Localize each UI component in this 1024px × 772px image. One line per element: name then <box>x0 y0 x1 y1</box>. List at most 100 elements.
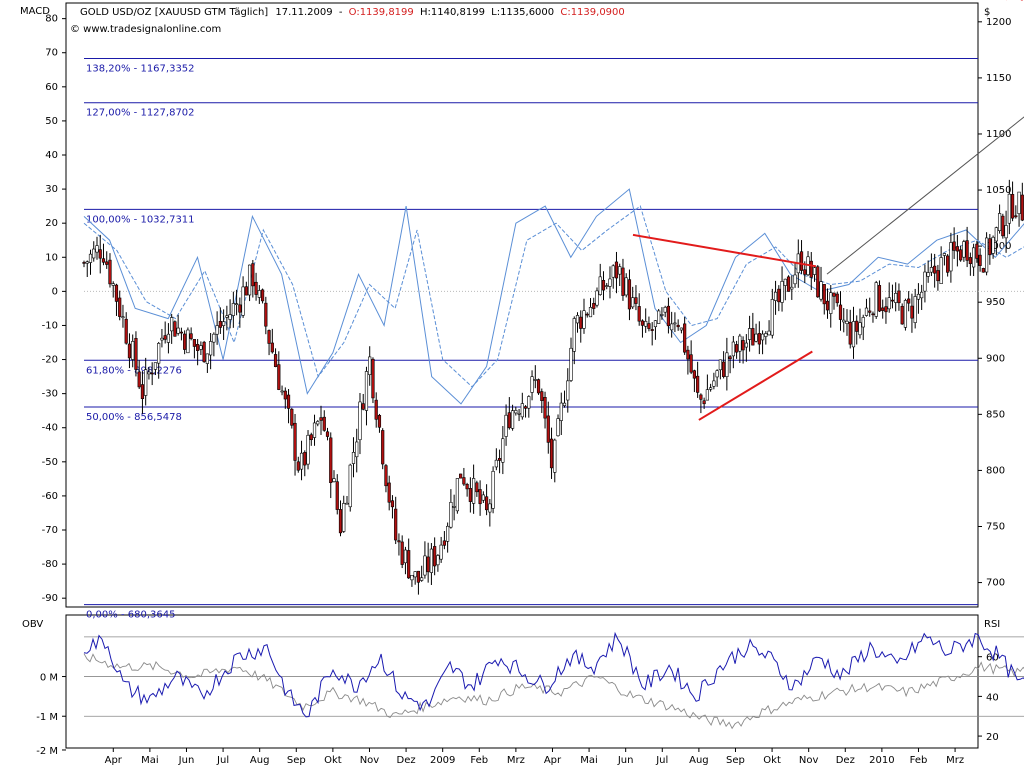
candle-body <box>436 555 440 566</box>
candle-body <box>579 316 583 329</box>
candle-body <box>403 549 408 564</box>
month-label: Feb <box>910 755 928 766</box>
candle-body <box>949 242 953 272</box>
candle-body <box>595 290 599 306</box>
lower-panel-frame <box>65 614 979 749</box>
candle-body <box>507 412 511 429</box>
candle-body <box>1001 215 1005 237</box>
candle-body <box>790 286 794 290</box>
candle-body <box>108 259 112 285</box>
candle-body <box>312 422 317 438</box>
candle-body <box>478 489 482 505</box>
macd-signal-line <box>83 205 1024 388</box>
candle-body <box>920 291 924 299</box>
projection-arrows <box>995 0 1024 2</box>
candle-body <box>394 508 398 541</box>
candle-body <box>88 253 93 263</box>
main-left-axis-title: MACD <box>20 6 50 17</box>
candle-body <box>358 401 362 441</box>
month-label: Aug <box>250 755 270 766</box>
candle-body <box>98 249 102 259</box>
candle-body <box>212 333 216 343</box>
candle-body <box>582 310 586 329</box>
trendline <box>698 350 813 421</box>
price-tick-label: 1000 <box>986 241 1011 252</box>
candle-body <box>988 238 992 256</box>
month-label: Mrz <box>946 755 964 766</box>
candle-body <box>773 291 778 301</box>
header-open: O:1139,8199 <box>349 7 414 18</box>
candle-body <box>368 356 372 375</box>
candle-body <box>157 343 161 364</box>
candle-body <box>196 344 200 351</box>
candle-body <box>569 347 573 381</box>
price-tick-label: 900 <box>986 353 1005 364</box>
candle-body <box>95 245 99 253</box>
candle-body <box>494 459 498 468</box>
candle-body <box>176 327 180 334</box>
candle-body <box>835 293 839 304</box>
candle-body <box>290 408 294 426</box>
candle-body <box>137 371 141 388</box>
obv-tick-label: -1 M <box>36 712 58 723</box>
candle-body <box>575 315 580 324</box>
candle-body <box>793 274 797 285</box>
candle-body <box>981 268 985 273</box>
macd-tick-label: -60 <box>42 491 58 502</box>
candle-body <box>215 325 219 335</box>
candle-body <box>929 267 934 273</box>
candle-body <box>322 416 326 431</box>
candle-body <box>481 494 485 501</box>
candle-body <box>819 281 823 300</box>
candle-body <box>757 333 761 345</box>
candle-body <box>777 288 781 303</box>
candle-body <box>455 478 459 512</box>
candle-body <box>218 321 222 328</box>
candle-body <box>465 484 469 490</box>
candle-body <box>627 279 632 310</box>
candle-body <box>952 241 956 251</box>
candle-body <box>822 284 826 305</box>
candle-body <box>936 270 940 282</box>
candle-body <box>825 300 830 311</box>
candle-body <box>913 296 917 323</box>
candle-body <box>144 369 148 396</box>
candle-body <box>273 354 278 367</box>
candle-body <box>556 418 560 437</box>
candle-body <box>348 464 352 508</box>
candle-body <box>985 237 989 273</box>
macd-axis: 80 70 60 50 40 30 20 10 0 -10 -20 -30 -40 -50 -60 -70 -8… <box>42 14 66 604</box>
candle-body <box>676 324 680 328</box>
candle-body <box>540 391 544 401</box>
price-tick-label: 800 <box>986 465 1005 476</box>
candle-body <box>997 213 1002 232</box>
macd-tick-label: -30 <box>42 389 58 400</box>
candle-body <box>585 313 589 316</box>
candle-body <box>959 249 963 261</box>
candle-body <box>618 266 622 275</box>
candle-body <box>871 313 875 316</box>
copyright-text: © www.tradesignalonline.com <box>70 24 221 35</box>
candle-body <box>459 473 463 479</box>
candle-body <box>501 438 505 463</box>
candle-body <box>416 570 421 583</box>
macd-tick-label: 70 <box>45 48 58 59</box>
candle-body <box>709 387 713 390</box>
candle-body <box>192 339 196 347</box>
price-tick-label: 950 <box>986 297 1005 308</box>
candle-body <box>592 303 596 309</box>
fib-level-label: 50,00% - 856,5478 <box>86 412 182 423</box>
candle-body <box>725 352 729 377</box>
candle-body <box>241 286 245 316</box>
candle-body <box>523 406 528 409</box>
candle-body <box>972 247 976 268</box>
trendline <box>632 233 817 268</box>
candle-body <box>309 434 313 441</box>
price-tick-label: 1150 <box>986 73 1011 84</box>
candle-body <box>738 335 742 352</box>
candle-body <box>968 257 972 265</box>
candle-body <box>153 362 158 370</box>
candle-body <box>799 251 804 271</box>
candle-body <box>907 298 911 304</box>
candle-body <box>222 321 226 326</box>
